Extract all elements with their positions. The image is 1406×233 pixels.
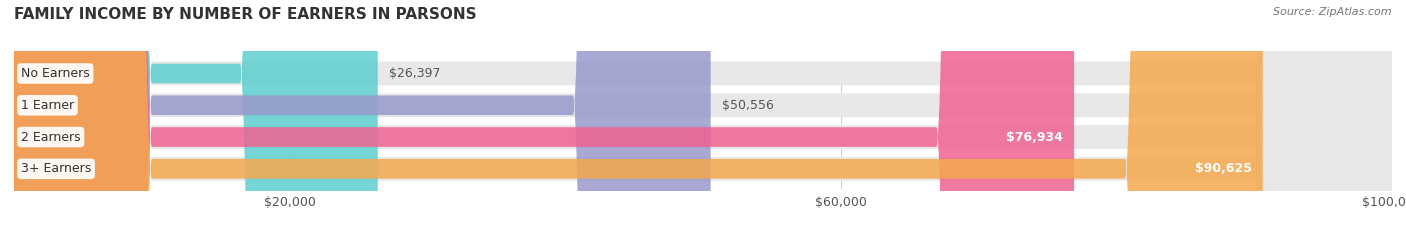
FancyBboxPatch shape xyxy=(14,0,1392,233)
FancyBboxPatch shape xyxy=(14,0,710,233)
FancyBboxPatch shape xyxy=(14,0,378,233)
Text: FAMILY INCOME BY NUMBER OF EARNERS IN PARSONS: FAMILY INCOME BY NUMBER OF EARNERS IN PA… xyxy=(14,7,477,22)
Text: No Earners: No Earners xyxy=(21,67,90,80)
Text: 1 Earner: 1 Earner xyxy=(21,99,75,112)
Text: Source: ZipAtlas.com: Source: ZipAtlas.com xyxy=(1274,7,1392,17)
FancyBboxPatch shape xyxy=(14,0,1392,233)
Text: $90,625: $90,625 xyxy=(1195,162,1251,175)
Text: 2 Earners: 2 Earners xyxy=(21,130,80,144)
FancyBboxPatch shape xyxy=(14,0,1392,233)
FancyBboxPatch shape xyxy=(14,0,1074,233)
Text: 3+ Earners: 3+ Earners xyxy=(21,162,91,175)
Text: $50,556: $50,556 xyxy=(721,99,773,112)
Text: $26,397: $26,397 xyxy=(389,67,440,80)
Text: $76,934: $76,934 xyxy=(1007,130,1063,144)
FancyBboxPatch shape xyxy=(14,0,1263,233)
FancyBboxPatch shape xyxy=(14,0,1392,233)
